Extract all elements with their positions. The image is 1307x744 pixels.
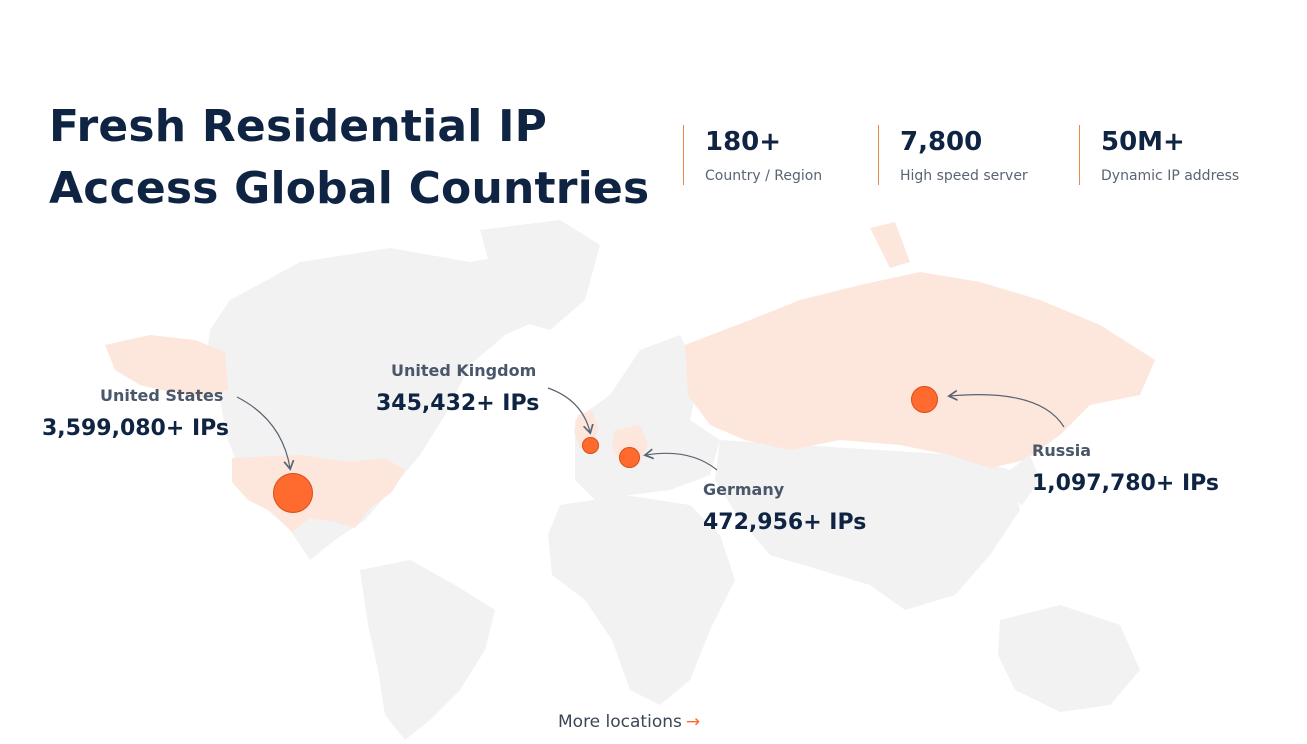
landmass-japan	[1008, 455, 1040, 505]
landmass-alaska	[105, 335, 228, 398]
stat-value: 180+	[705, 127, 782, 157]
landmass-africa	[548, 495, 735, 705]
landmass-australia	[998, 605, 1140, 712]
country-ips-united-states: 3,599,080+ IPs	[42, 416, 229, 441]
stat-label: Dynamic IP address	[1101, 168, 1240, 184]
more-locations-link[interactable]: More locations →	[558, 712, 700, 732]
landmass-south-america	[360, 560, 495, 740]
stat-label: High speed server	[900, 168, 1028, 184]
stat-value: 50M+	[1101, 127, 1185, 157]
arrow-right-icon: →	[685, 712, 701, 732]
landmass-russia	[685, 272, 1155, 468]
stat-value: 7,800	[900, 127, 983, 157]
marker-russia[interactable]	[911, 386, 938, 413]
landmass-usa	[232, 455, 405, 532]
stat-servers: 7,800 High speed server	[878, 125, 1028, 185]
stat-countries: 180+ Country / Region	[683, 125, 822, 185]
marker-united-kingdom[interactable]	[582, 437, 599, 454]
marker-united-states[interactable]	[273, 473, 313, 513]
more-locations-label: More locations	[558, 712, 682, 732]
marker-germany[interactable]	[619, 447, 640, 468]
country-name-united-kingdom: United Kingdom	[391, 361, 537, 380]
title-line-1: Fresh Residential IP	[49, 101, 548, 152]
landmass-siberian-island	[870, 222, 910, 268]
landmass-greenland	[480, 220, 600, 330]
world-map	[105, 220, 1155, 740]
country-name-united-states: United States	[100, 386, 224, 405]
country-ips-united-kingdom: 345,432+ IPs	[376, 391, 540, 416]
stat-label: Country / Region	[705, 168, 823, 184]
page-title: Fresh Residential IP Access Global Count…	[49, 96, 649, 220]
title-line-2: Access Global Countries	[49, 163, 650, 214]
country-ips-germany: 472,956+ IPs	[703, 510, 867, 535]
country-name-germany: Germany	[703, 480, 785, 499]
country-ips-russia: 1,097,780+ IPs	[1032, 471, 1219, 496]
stat-ip-addresses: 50M+ Dynamic IP address	[1079, 125, 1239, 185]
country-name-russia: Russia	[1032, 441, 1092, 460]
landmass-asia	[715, 440, 1020, 610]
